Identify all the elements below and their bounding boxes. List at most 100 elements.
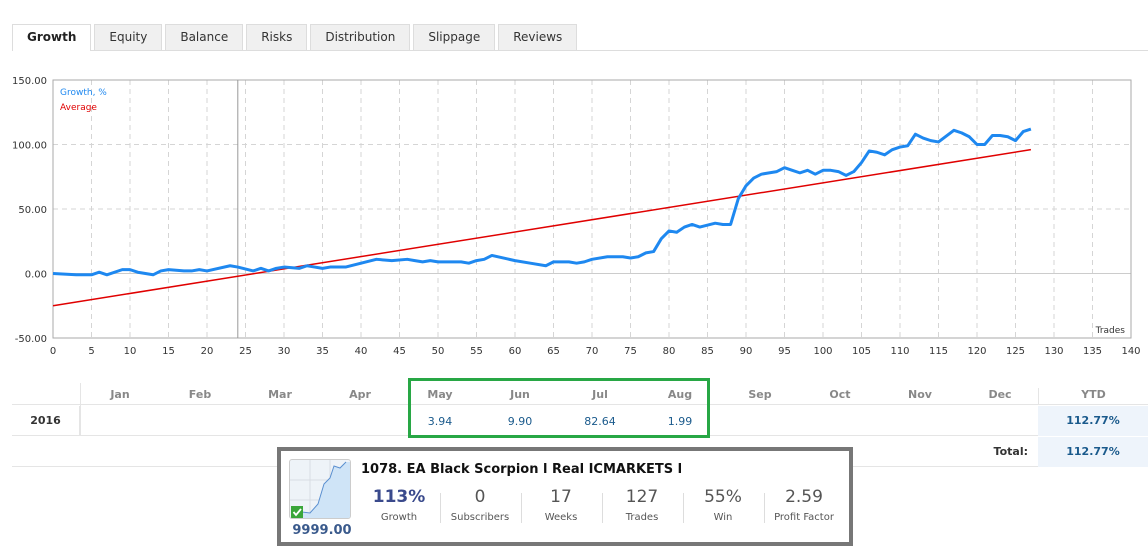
month-header: Jan bbox=[110, 388, 130, 401]
ytd-header: YTD bbox=[1038, 388, 1148, 405]
x-tick-label: 95 bbox=[778, 346, 791, 357]
tab-reviews[interactable]: Reviews bbox=[498, 24, 578, 50]
stat-weeks: 17 Weeks bbox=[521, 487, 601, 523]
x-tick-label: 75 bbox=[624, 346, 637, 357]
stat-label: Growth bbox=[380, 512, 418, 523]
month-value: 82.64 bbox=[584, 415, 616, 428]
x-tick-label: 130 bbox=[1044, 346, 1063, 357]
month-header: Jul bbox=[592, 388, 608, 401]
x-tick-label: 55 bbox=[470, 346, 483, 357]
y-tick-label: 0.00 bbox=[25, 270, 47, 281]
x-tick-label: 85 bbox=[701, 346, 714, 357]
stat-trades: 127 Trades bbox=[602, 487, 682, 523]
stat-value: 17 bbox=[550, 487, 572, 507]
highlight-box bbox=[408, 378, 710, 438]
average-line bbox=[52, 148, 1032, 307]
tab-slippage[interactable]: Slippage bbox=[413, 24, 496, 50]
total-value: 112.77% bbox=[1038, 437, 1148, 467]
growth-chart: 0 5 10 15 20 25 30 35 40 45 50 55 60 65 70 75 80 85 90 95 10… bbox=[12, 76, 1141, 357]
x-tick-label: 100 bbox=[813, 346, 832, 357]
x-tick-label: 30 bbox=[278, 346, 291, 357]
balance-value: 9999.00 bbox=[292, 523, 352, 538]
total-label: Total: bbox=[993, 445, 1028, 458]
stat-profit-factor: 2.59 Profit Factor bbox=[764, 487, 844, 523]
month-value: 1.99 bbox=[667, 415, 693, 428]
stat-label: Weeks bbox=[544, 512, 578, 523]
y-tick-label: 150.00 bbox=[12, 76, 47, 87]
x-tick-label: 60 bbox=[509, 346, 522, 357]
x-tick-label: 120 bbox=[967, 346, 986, 357]
tab-bar: Growth Equity Balance Risks Distribution… bbox=[12, 24, 1148, 51]
divider bbox=[683, 493, 684, 523]
tab-equity[interactable]: Equity bbox=[94, 24, 163, 50]
divider bbox=[440, 493, 441, 523]
stat-subscribers: 0 Subscribers bbox=[440, 487, 520, 523]
stat-value: 0 bbox=[474, 487, 486, 507]
tab-distribution[interactable]: Distribution bbox=[310, 24, 411, 50]
x-tick-label: 10 bbox=[124, 346, 137, 357]
month-header: May bbox=[427, 388, 453, 401]
month-header: Mar bbox=[268, 388, 292, 401]
mini-chart-icon bbox=[290, 460, 350, 518]
month-header: Jun bbox=[510, 388, 530, 401]
stat-value: 2.59 bbox=[785, 487, 823, 507]
signal-title[interactable]: 1078. EA Black Scorpion l Real ICMARKETS… bbox=[361, 462, 683, 477]
x-axis-label: Trades bbox=[1095, 326, 1126, 336]
tab-risks[interactable]: Risks bbox=[246, 24, 308, 50]
ytd-value: 112.77% bbox=[1038, 406, 1148, 436]
month-header: Oct bbox=[829, 388, 851, 401]
divider bbox=[521, 493, 522, 523]
stat-label: Trades bbox=[625, 512, 659, 523]
x-tick-label: 45 bbox=[393, 346, 406, 357]
year-label: 2016 bbox=[12, 406, 80, 436]
x-tick-label: 135 bbox=[1083, 346, 1102, 357]
x-tick-label: 80 bbox=[663, 346, 676, 357]
month-value: 9.90 bbox=[507, 415, 533, 428]
month-header: Dec bbox=[988, 388, 1012, 401]
stat-win: 55% Win bbox=[683, 487, 763, 523]
tab-growth[interactable]: Growth bbox=[12, 24, 92, 51]
x-tick-label: 70 bbox=[586, 346, 599, 357]
x-tick-label: 20 bbox=[201, 346, 214, 357]
legend-average: Average bbox=[60, 103, 97, 113]
divider bbox=[602, 493, 603, 523]
x-tick-label: 105 bbox=[852, 346, 871, 357]
signal-thumbnail bbox=[289, 459, 351, 519]
x-tick-label: 5 bbox=[88, 346, 94, 357]
stat-value: 127 bbox=[625, 487, 659, 507]
stat-label: Profit Factor bbox=[774, 512, 834, 523]
x-tick-label: 50 bbox=[432, 346, 445, 357]
month-header: Feb bbox=[188, 388, 212, 401]
stat-value: 55% bbox=[704, 487, 742, 507]
stat-label: Subscribers bbox=[450, 512, 510, 523]
month-header: Apr bbox=[349, 388, 371, 401]
stat-growth: 113% Growth bbox=[359, 487, 439, 523]
signal-card[interactable]: 9999.00 1078. EA Black Scorpion l Real I… bbox=[277, 447, 853, 546]
month-header: Aug bbox=[667, 388, 693, 401]
x-tick-label: 0 bbox=[50, 346, 56, 357]
plot-border bbox=[52, 79, 1132, 339]
legend-growth: Growth, % bbox=[60, 88, 107, 98]
x-tick-label: 115 bbox=[929, 346, 948, 357]
x-tick-label: 65 bbox=[547, 346, 560, 357]
stat-label: Win bbox=[713, 512, 733, 523]
x-tick-label: 110 bbox=[890, 346, 909, 357]
x-tick-label: 40 bbox=[355, 346, 368, 357]
divider bbox=[764, 493, 765, 523]
x-tick-label: 140 bbox=[1121, 346, 1140, 357]
x-tick-label: 15 bbox=[162, 346, 175, 357]
month-header: Nov bbox=[908, 388, 932, 401]
x-tick-label: 25 bbox=[239, 346, 252, 357]
month-header: Sep bbox=[748, 388, 772, 401]
y-tick-label: -50.00 bbox=[15, 334, 47, 345]
y-tick-label: 100.00 bbox=[12, 141, 47, 152]
x-tick-label: 35 bbox=[316, 346, 329, 357]
stat-value: 113% bbox=[372, 487, 426, 507]
y-tick-label: 50.00 bbox=[18, 205, 47, 216]
tab-balance[interactable]: Balance bbox=[165, 24, 244, 50]
x-tick-label: 90 bbox=[740, 346, 753, 357]
x-tick-label: 125 bbox=[1006, 346, 1025, 357]
table-header-row: Jan Feb Mar Apr May Jun Jul Aug Sep Oct Nov Dec YTD bbox=[12, 383, 1148, 405]
month-value: 3.94 bbox=[427, 415, 453, 428]
growth-line bbox=[52, 127, 1032, 277]
